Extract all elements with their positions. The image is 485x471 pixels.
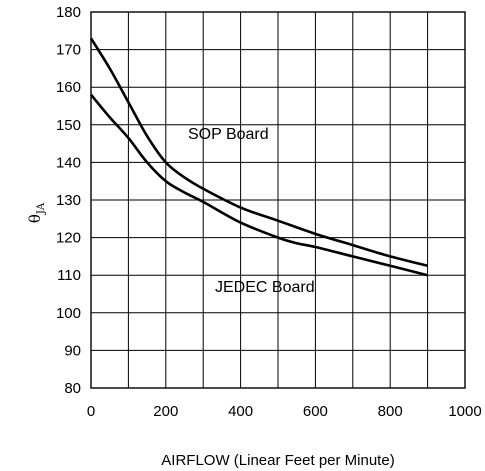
y-tick-label: 110	[57, 267, 81, 284]
grid	[91, 12, 465, 388]
y-tick-label: 100	[56, 305, 81, 322]
series-line-jedec-board	[89, 93, 428, 277]
y-tick-label: 170	[56, 42, 81, 59]
series-line-sop-board	[89, 37, 428, 268]
tick-labels: 80 90 100 110 120 130 140 150 160 170 180 0 200 400 60…	[56, 4, 482, 420]
x-axis-label: AIRFLOW (Linear Feet per Minute)	[161, 452, 394, 469]
x-tick-label: 200	[153, 403, 178, 420]
y-tick-label: 180	[56, 4, 81, 21]
y-axis-label-subscript: JA	[36, 202, 47, 215]
y-tick-label: 150	[56, 117, 81, 134]
y-tick-label: 120	[56, 230, 81, 247]
x-tick-label: 800	[378, 403, 403, 420]
y-axis-label-symbol: θ	[26, 214, 44, 223]
x-tick-label: 0	[87, 403, 95, 420]
series-label-jedec-board: JEDEC Board	[215, 279, 315, 296]
plot-frame	[90, 11, 466, 389]
y-tick-label: 140	[56, 154, 81, 171]
x-tick-label: 600	[303, 403, 328, 420]
series-label-sop-board: SOP Board	[188, 126, 269, 143]
x-tick-label: 1000	[448, 403, 481, 420]
y-axis-label: θJA	[26, 202, 47, 223]
x-tick-label: 400	[228, 403, 253, 420]
plot-border	[90, 11, 466, 389]
y-tick-label: 160	[56, 79, 81, 96]
y-tick-label: 130	[56, 192, 81, 209]
y-tick-label: 90	[64, 342, 81, 359]
series-lines	[89, 37, 428, 277]
y-tick-label: 80	[64, 380, 81, 397]
